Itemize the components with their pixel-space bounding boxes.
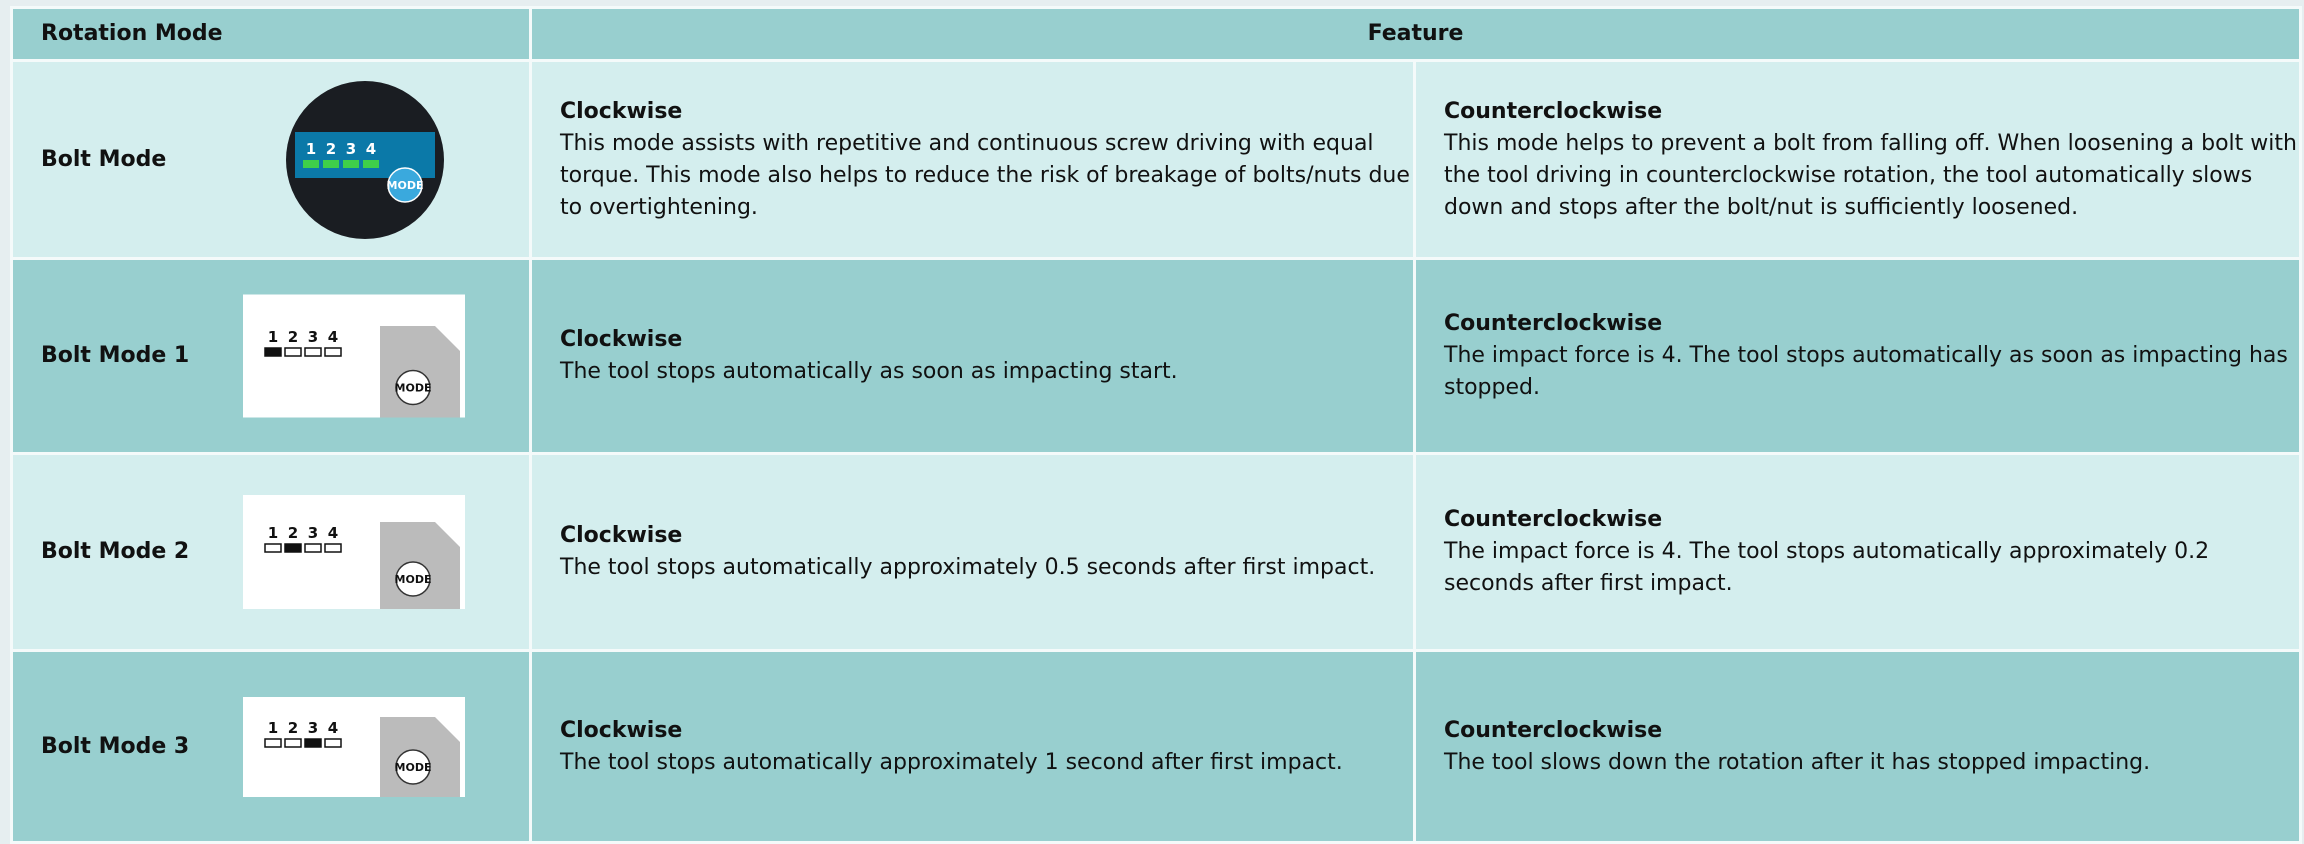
mode-name: Bolt Mode 3 [41,733,190,759]
mode-button-label: MODE [395,382,432,395]
table-body: Bolt Mode 1 2 3 4 MODE Clockwise This mode assi… [10,59,2303,844]
icon-digit: 4 [328,328,338,346]
cw-title: Clockwise [560,523,683,548]
icon-digit: 2 [288,719,298,737]
icon-led [324,737,342,748]
ccw-cell: Counterclockwise The impact force is 4. T… [1412,452,2303,652]
icon-led [304,347,322,357]
icon-led [304,543,322,553]
cw-title: Clockwise [560,717,683,743]
icon-digit: 4 [328,524,338,542]
mode-button [395,369,431,406]
icon-led [304,737,322,748]
ccw-cell: Counterclockwise The tool slows down the … [1412,649,2303,844]
icon-led [323,159,339,168]
mode-name: Bolt Mode 2 [41,539,190,564]
icon-led [264,543,282,553]
ccw-cell: Counterclockwise This mode helps to preve… [1412,59,2303,260]
table-row: Bolt Mode 1 2 3 4 MODE Clockwise This mode assi… [10,59,2303,260]
ccw-title: Counterclockwise [1444,311,1663,336]
ccw-text: This mode helps to prevent a bolt from f… [1444,130,2297,220]
ccw-text: The impact force is 4. The tool stops au… [1444,539,2210,596]
cw-cell: Clockwise This mode assists with repetiti… [529,59,1416,260]
mode-icon: 1 2 3 4 MODE [286,80,444,239]
mode-cell: Bolt Mode 1 1 2 3 4 MODE [10,257,532,455]
icon-led [284,737,302,748]
icon-digit: 4 [328,719,338,737]
icon-led [284,543,302,553]
ccw-text: The tool slows down the rotation after i… [1444,749,2151,775]
cw-cell: Clockwise The tool stops automatically ap… [529,452,1416,652]
mode-icon: 1 2 3 4 MODE [243,495,465,609]
icon-digit: 1 [268,524,278,542]
mode-name: Bolt Mode [41,146,167,172]
mode-button [395,561,431,597]
icon-led [264,737,282,748]
ccw-title: Counterclockwise [1444,98,1663,124]
cw-title: Clockwise [560,98,683,124]
icon-digit: 4 [366,140,376,158]
icon-digit: 3 [308,328,318,346]
header-cell: Rotation Mode [10,6,532,62]
mode-button [395,748,431,785]
mode-table: Rotation Mode Feature Bolt Mode 1 2 3 4 MODE C… [10,6,2303,844]
icon-digit: 2 [326,140,336,158]
cw-text: This mode assists with repetitive and co… [560,130,1410,220]
mode-button [387,166,423,203]
header-row: Rotation Mode Feature [10,6,2303,62]
table-row: Bolt Mode 1 1 2 3 4 MODE Clockwise The tool sto… [10,257,2303,455]
icon-digit: 3 [346,140,356,158]
icon-led [264,347,282,357]
icon-digit: 3 [308,719,318,737]
table-row: Bolt Mode 2 1 2 3 4 MODE Clockwise The tool sto… [10,452,2303,652]
icon-digit: 2 [288,328,298,346]
icon-digit: 1 [268,719,278,737]
icon-led [284,347,302,357]
icon-digit: 3 [308,524,318,542]
ccw-text: The impact force is 4. The tool stops au… [1444,343,2288,400]
ccw-title: Counterclockwise [1444,717,1663,743]
icon-led [324,347,342,357]
mode-cell: Bolt Mode 2 1 2 3 4 MODE [10,452,532,652]
cw-title: Clockwise [560,327,683,352]
header-cell: Feature [528,6,2303,62]
icon-led [303,159,319,168]
icon-digit: 1 [306,140,316,158]
mode-name: Bolt Mode 1 [41,343,190,368]
icon-digit: 2 [288,524,298,542]
cw-text: The tool stops automatically as soon as … [560,359,1178,384]
ccw-title: Counterclockwise [1444,507,1663,532]
icon-digit: 1 [268,328,278,346]
mode-button-label: MODE [395,761,432,774]
icon-led [324,543,342,553]
mode-button-label: MODE [387,179,424,192]
mode-cell: Bolt Mode 1 2 3 4 MODE [10,59,532,260]
mode-cell: Bolt Mode 3 1 2 3 4 MODE [10,649,532,844]
cw-cell: Clockwise The tool stops automatically ap… [529,649,1416,844]
mode-icon: 1 2 3 4 MODE [243,294,465,418]
mode-button-label: MODE [395,573,432,586]
mode-icon: 1 2 3 4 MODE [243,696,465,797]
cw-cell: Clockwise The tool stops automatically as… [529,257,1416,455]
cw-text: The tool stops automatically approximate… [560,555,1376,580]
table-row: Bolt Mode 3 1 2 3 4 MODE Clockwise The tool sto… [10,649,2303,844]
ccw-cell: Counterclockwise The impact force is 4. T… [1412,257,2303,455]
cw-text: The tool stops automatically approximate… [560,749,1343,775]
icon-led [343,159,359,168]
icon-led [363,159,379,168]
